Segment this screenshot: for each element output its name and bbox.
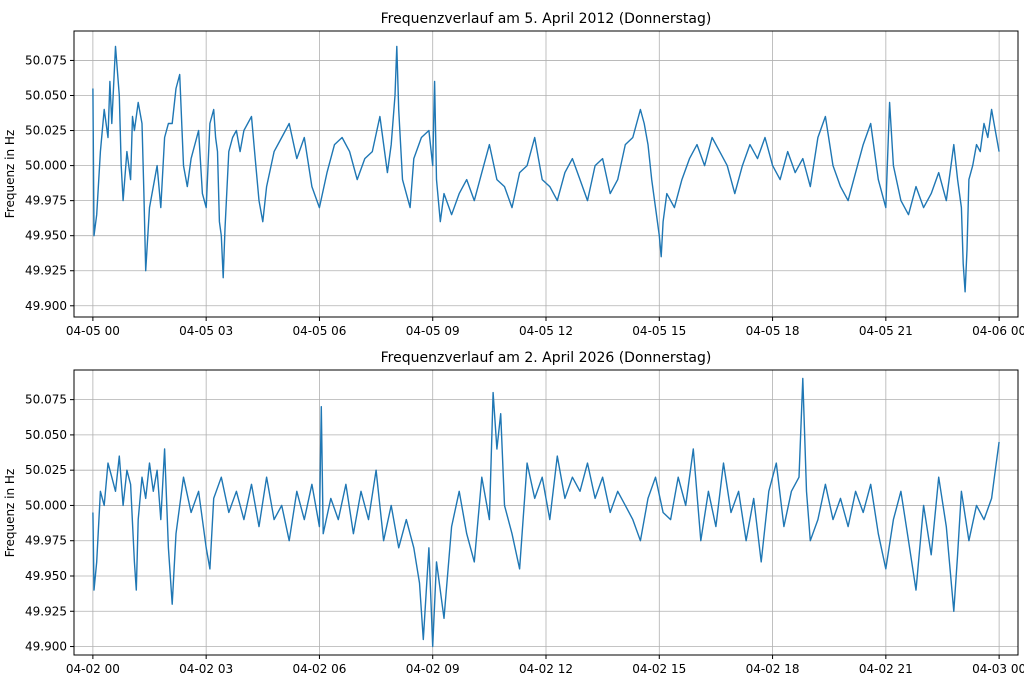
chart-1-x-tick-label: 04-05 18 <box>746 324 800 338</box>
chart-2-x-tick-label: 04-02 03 <box>179 662 233 676</box>
chart-2-x-tick-label: 04-02 12 <box>519 662 573 676</box>
chart-1-x-tick-label: 04-05 09 <box>406 324 460 338</box>
chart-1-x-tick-label: 04-05 21 <box>859 324 913 338</box>
chart-2-x-ticks: 04-02 00 04-02 03 04-02 06 04-02 09 04-02 12… <box>66 655 1024 676</box>
chart-1-y-tick-label: 49.900 <box>25 299 67 313</box>
chart-1-y-tick-label: 50.075 <box>25 53 67 67</box>
chart-2-x-tick-label: 04-02 15 <box>632 662 686 676</box>
chart-2-y-tick-label: 50.075 <box>25 393 67 407</box>
chart-1-y-tick-label: 49.975 <box>25 194 67 208</box>
chart-2-y-tick-label: 49.925 <box>25 604 67 618</box>
chart-2-series <box>92 377 1000 648</box>
chart-1-y-tick-label: 50.025 <box>25 124 67 138</box>
chart-1-y-ticks: 49.900 49.925 49.950 49.975 50.000 50.025 50.0… <box>25 53 74 313</box>
chart-1-y-axis-label: Frequenz in Hz <box>3 130 17 218</box>
chart-1-x-tick-label: 04-05 12 <box>519 324 573 338</box>
chart-1-x-tick-label: 04-05 15 <box>632 324 686 338</box>
chart-1-title: Frequenzverlauf am 5. April 2012 (Donner… <box>381 11 712 27</box>
chart-2-y-tick-label: 49.900 <box>25 640 67 654</box>
chart-2-y-tick-label: 50.000 <box>25 498 67 512</box>
chart-2-x-tick-label: 04-02 18 <box>746 662 800 676</box>
chart-2-y-tick-label: 49.975 <box>25 534 67 548</box>
chart-1-y-tick-label: 50.050 <box>25 88 67 102</box>
chart-2-x-tick-label: 04-03 00 <box>972 662 1024 676</box>
chart-1-x-tick-label: 04-05 00 <box>66 324 120 338</box>
chart-1-x-ticks: 04-05 00 04-05 03 04-05 06 04-05 09 04-05 12… <box>66 317 1024 338</box>
chart-2-y-tick-label: 50.050 <box>25 428 67 442</box>
chart-2-series-line <box>92 377 1000 648</box>
chart-2: Frequenzverlauf am 2. April 2026 (Donner… <box>3 350 1024 676</box>
chart-2-y-tick-label: 50.025 <box>25 463 67 477</box>
chart-1-series <box>92 45 1000 293</box>
chart-2-title: Frequenzverlauf am 2. April 2026 (Donner… <box>381 350 712 366</box>
chart-2-x-tick-label: 04-02 00 <box>66 662 120 676</box>
chart-2-y-axis-label: Frequenz in Hz <box>3 469 17 557</box>
chart-1: Frequenzverlauf am 5. April 2012 (Donner… <box>3 11 1024 338</box>
chart-2-y-ticks: 49.900 49.925 49.950 49.975 50.000 50.025 50.0… <box>25 393 74 654</box>
chart-2-x-tick-label: 04-02 09 <box>406 662 460 676</box>
chart-1-x-tick-label: 04-05 03 <box>179 324 233 338</box>
chart-1-y-tick-label: 50.000 <box>25 159 67 173</box>
chart-1-y-tick-label: 49.925 <box>25 264 67 278</box>
chart-2-x-tick-label: 04-02 21 <box>859 662 913 676</box>
chart-1-x-tick-label: 04-06 00 <box>972 324 1024 338</box>
chart-1-x-tick-label: 04-05 06 <box>292 324 346 338</box>
chart-2-x-tick-label: 04-02 06 <box>292 662 346 676</box>
chart-1-y-tick-label: 49.950 <box>25 229 67 243</box>
chart-2-y-tick-label: 49.950 <box>25 569 67 583</box>
chart-1-series-line <box>92 45 1000 293</box>
